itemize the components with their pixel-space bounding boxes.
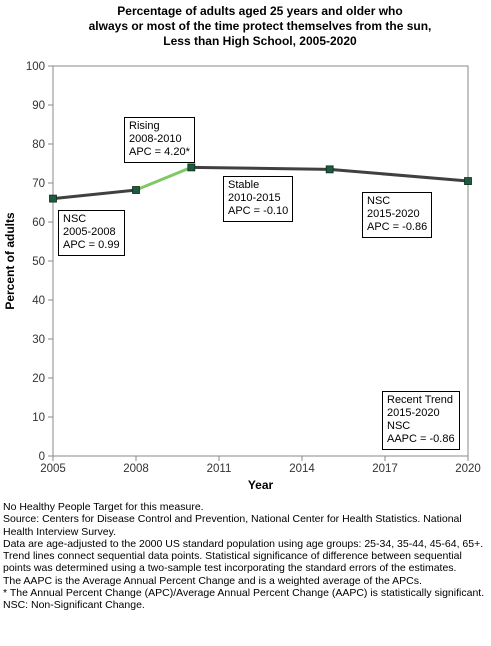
data-point bbox=[187, 163, 196, 172]
annotation-line: APC = 4.20* bbox=[129, 146, 190, 158]
y-tick-label: 20 bbox=[32, 373, 45, 385]
annotation-line: AAPC = -0.86 bbox=[387, 433, 455, 445]
chart-title: Percentage of adults aged 25 years and o… bbox=[40, 4, 480, 49]
annotation-line: APC = -0.10 bbox=[228, 205, 289, 217]
chart-title-line: always or most of the time protect thems… bbox=[88, 19, 432, 33]
chart-title-line: Percentage of adults aged 25 years and o… bbox=[117, 4, 403, 18]
y-tick-label: 100 bbox=[26, 61, 45, 73]
annotation-stable-2010-2015: Stable 2010-2015 APC = -0.10 bbox=[223, 176, 294, 222]
x-axis-label: Year bbox=[248, 478, 274, 492]
y-tick-label: 80 bbox=[32, 139, 45, 151]
x-tick-label: 2011 bbox=[207, 463, 232, 475]
annotation-line: 2008-2010 bbox=[129, 133, 182, 145]
annotation-line: Recent Trend bbox=[387, 394, 454, 406]
y-tick-label: 90 bbox=[32, 100, 45, 112]
annotation-line: NSC bbox=[387, 420, 411, 432]
data-point bbox=[325, 165, 334, 174]
annotation-line: NSC bbox=[367, 195, 391, 207]
annotation-line: 2015-2020 bbox=[387, 407, 440, 419]
footnote: The AAPC is the Average Annual Percent C… bbox=[3, 574, 422, 587]
annotation-rising-2008-2010: Rising 2008-2010 APC = 4.20* bbox=[124, 117, 195, 163]
annotation-nsc-2015-2020: NSC 2015-2020 APC = -0.86 bbox=[362, 192, 433, 238]
x-tick-label: 2017 bbox=[372, 463, 398, 475]
annotation-line: Stable bbox=[228, 179, 260, 191]
footnote: Trend lines connect sequential data poin… bbox=[3, 550, 462, 575]
y-axis-label: Percent of adults bbox=[3, 212, 17, 310]
chart-title-line: Less than High School, 2005-2020 bbox=[163, 34, 357, 48]
y-tick-label: 40 bbox=[32, 295, 45, 307]
trend-segment bbox=[189, 165, 332, 171]
x-tick-label: 2020 bbox=[455, 463, 481, 475]
data-point bbox=[49, 194, 57, 203]
annotation-nsc-2005-2008: NSC 2005-2008 APC = 0.99 bbox=[58, 210, 125, 256]
y-tick-label: 70 bbox=[32, 178, 45, 190]
y-tick-label: 60 bbox=[32, 217, 45, 229]
x-tick-label: 2008 bbox=[123, 463, 149, 475]
annotation-line: 2005-2008 bbox=[63, 226, 116, 238]
footnote: No Healthy People Target for this measur… bbox=[3, 501, 204, 513]
annotation-line: APC = 0.99 bbox=[63, 239, 120, 251]
annotation-line: 2015-2020 bbox=[367, 208, 420, 220]
annotation-line: NSC bbox=[63, 213, 87, 225]
data-point bbox=[464, 177, 472, 185]
trend-segment bbox=[328, 167, 470, 183]
x-tick-label: 2005 bbox=[40, 463, 66, 475]
y-tick-label: 30 bbox=[32, 334, 45, 346]
footnotes: No Healthy People Target for this measur… bbox=[3, 501, 489, 612]
annotation-line: Rising bbox=[129, 120, 160, 132]
y-tick-label: 0 bbox=[39, 451, 45, 463]
trend-segment bbox=[134, 165, 193, 192]
footnote: NSC: Non-Significant Change. bbox=[3, 599, 145, 612]
y-tick-label: 10 bbox=[32, 412, 45, 424]
trend-segment bbox=[51, 188, 138, 201]
y-tick-label: 50 bbox=[32, 256, 45, 268]
footnote: * The Annual Percent Change (APC)/Averag… bbox=[3, 587, 485, 600]
footnote: Data are age-adjusted to the 2000 US sta… bbox=[3, 537, 484, 550]
data-point bbox=[132, 186, 140, 194]
annotation-line: APC = -0.86 bbox=[367, 221, 428, 233]
annotation-recent-trend: Recent Trend 2015-2020 NSC AAPC = -0.86 bbox=[382, 391, 460, 450]
x-tick-label: 2014 bbox=[289, 463, 315, 475]
footnote: Source: Centers for Disease Control and … bbox=[3, 513, 462, 538]
annotation-line: 2010-2015 bbox=[228, 192, 281, 204]
